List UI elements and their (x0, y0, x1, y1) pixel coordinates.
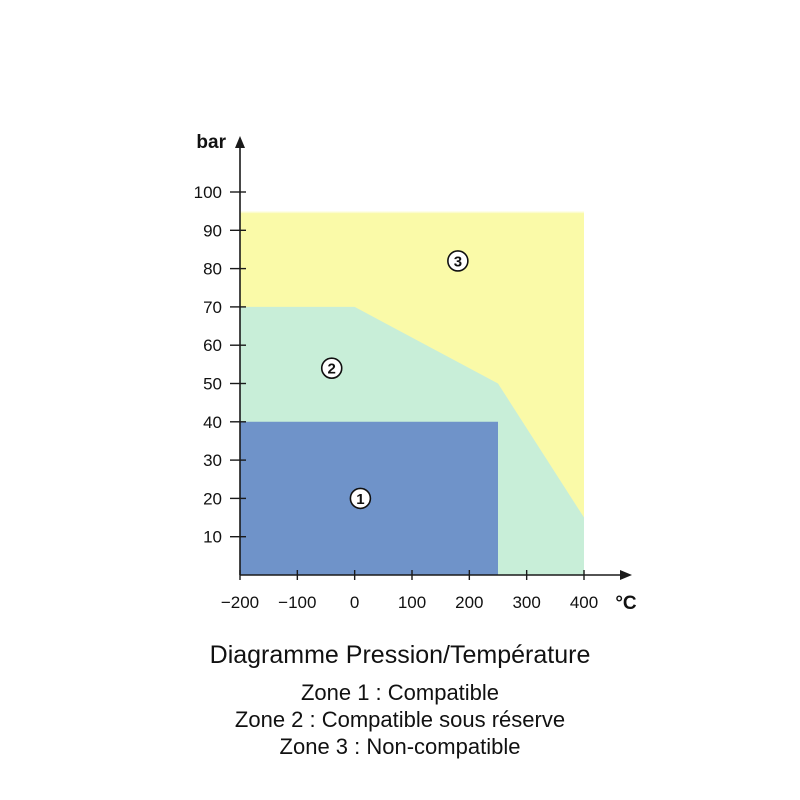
x-tick-label: −100 (278, 593, 316, 612)
zone-marker-circle (447, 250, 469, 272)
x-axis-arrow (620, 570, 632, 580)
legend-zone-3: Zone 3 : Non-compatible (279, 734, 521, 759)
y-tick-label: 70 (203, 298, 222, 317)
x-tick-label: −200 (221, 593, 259, 612)
x-tick-label: 100 (398, 593, 426, 612)
zones-layer (240, 211, 584, 575)
y-axis-title: bar (196, 132, 226, 153)
y-tick-label: 40 (203, 413, 222, 432)
zone-3-fade (240, 211, 584, 252)
y-tick-label: 20 (203, 489, 222, 508)
axes-layer: −200 −100 0 100 200 300 400 10 20 30 40 50 60 70 80 90 1… (194, 132, 637, 614)
y-tick-label: 90 (203, 221, 222, 240)
legend-zone-2: Zone 2 : Compatible sous réserve (234, 707, 566, 732)
x-axis-title: °C (615, 593, 637, 614)
zone-3-marker: 3 (447, 250, 469, 272)
zone-marker-circle (320, 357, 343, 379)
y-tick-label: 100 (194, 183, 222, 202)
y-axis-arrow (235, 136, 245, 148)
zone-markers: 1 2 3 (320, 250, 469, 510)
x-tick-label: 200 (455, 593, 483, 612)
zone-marker-label: 1 (356, 491, 364, 508)
legend-zone-1: Zone 1 : Compatible (300, 680, 500, 705)
x-tick-label: 300 (512, 593, 540, 612)
x-tick-label: 400 (570, 593, 598, 612)
zone-2-marker: 2 (320, 357, 343, 379)
y-tick-label: 60 (203, 336, 222, 355)
zone-marker-label: 3 (454, 253, 462, 270)
x-tick-label: 0 (350, 593, 359, 612)
zone-1-marker: 1 (349, 487, 372, 510)
y-tick-label: 80 (203, 260, 222, 279)
chart-title: Diagramme Pression/Température (209, 641, 591, 669)
y-tick-label: 30 (203, 451, 222, 470)
zone-marker-circle (349, 487, 372, 510)
zone-marker-label: 2 (328, 361, 336, 378)
y-tick-label: 10 (203, 528, 222, 547)
y-tick-label: 50 (203, 375, 222, 394)
